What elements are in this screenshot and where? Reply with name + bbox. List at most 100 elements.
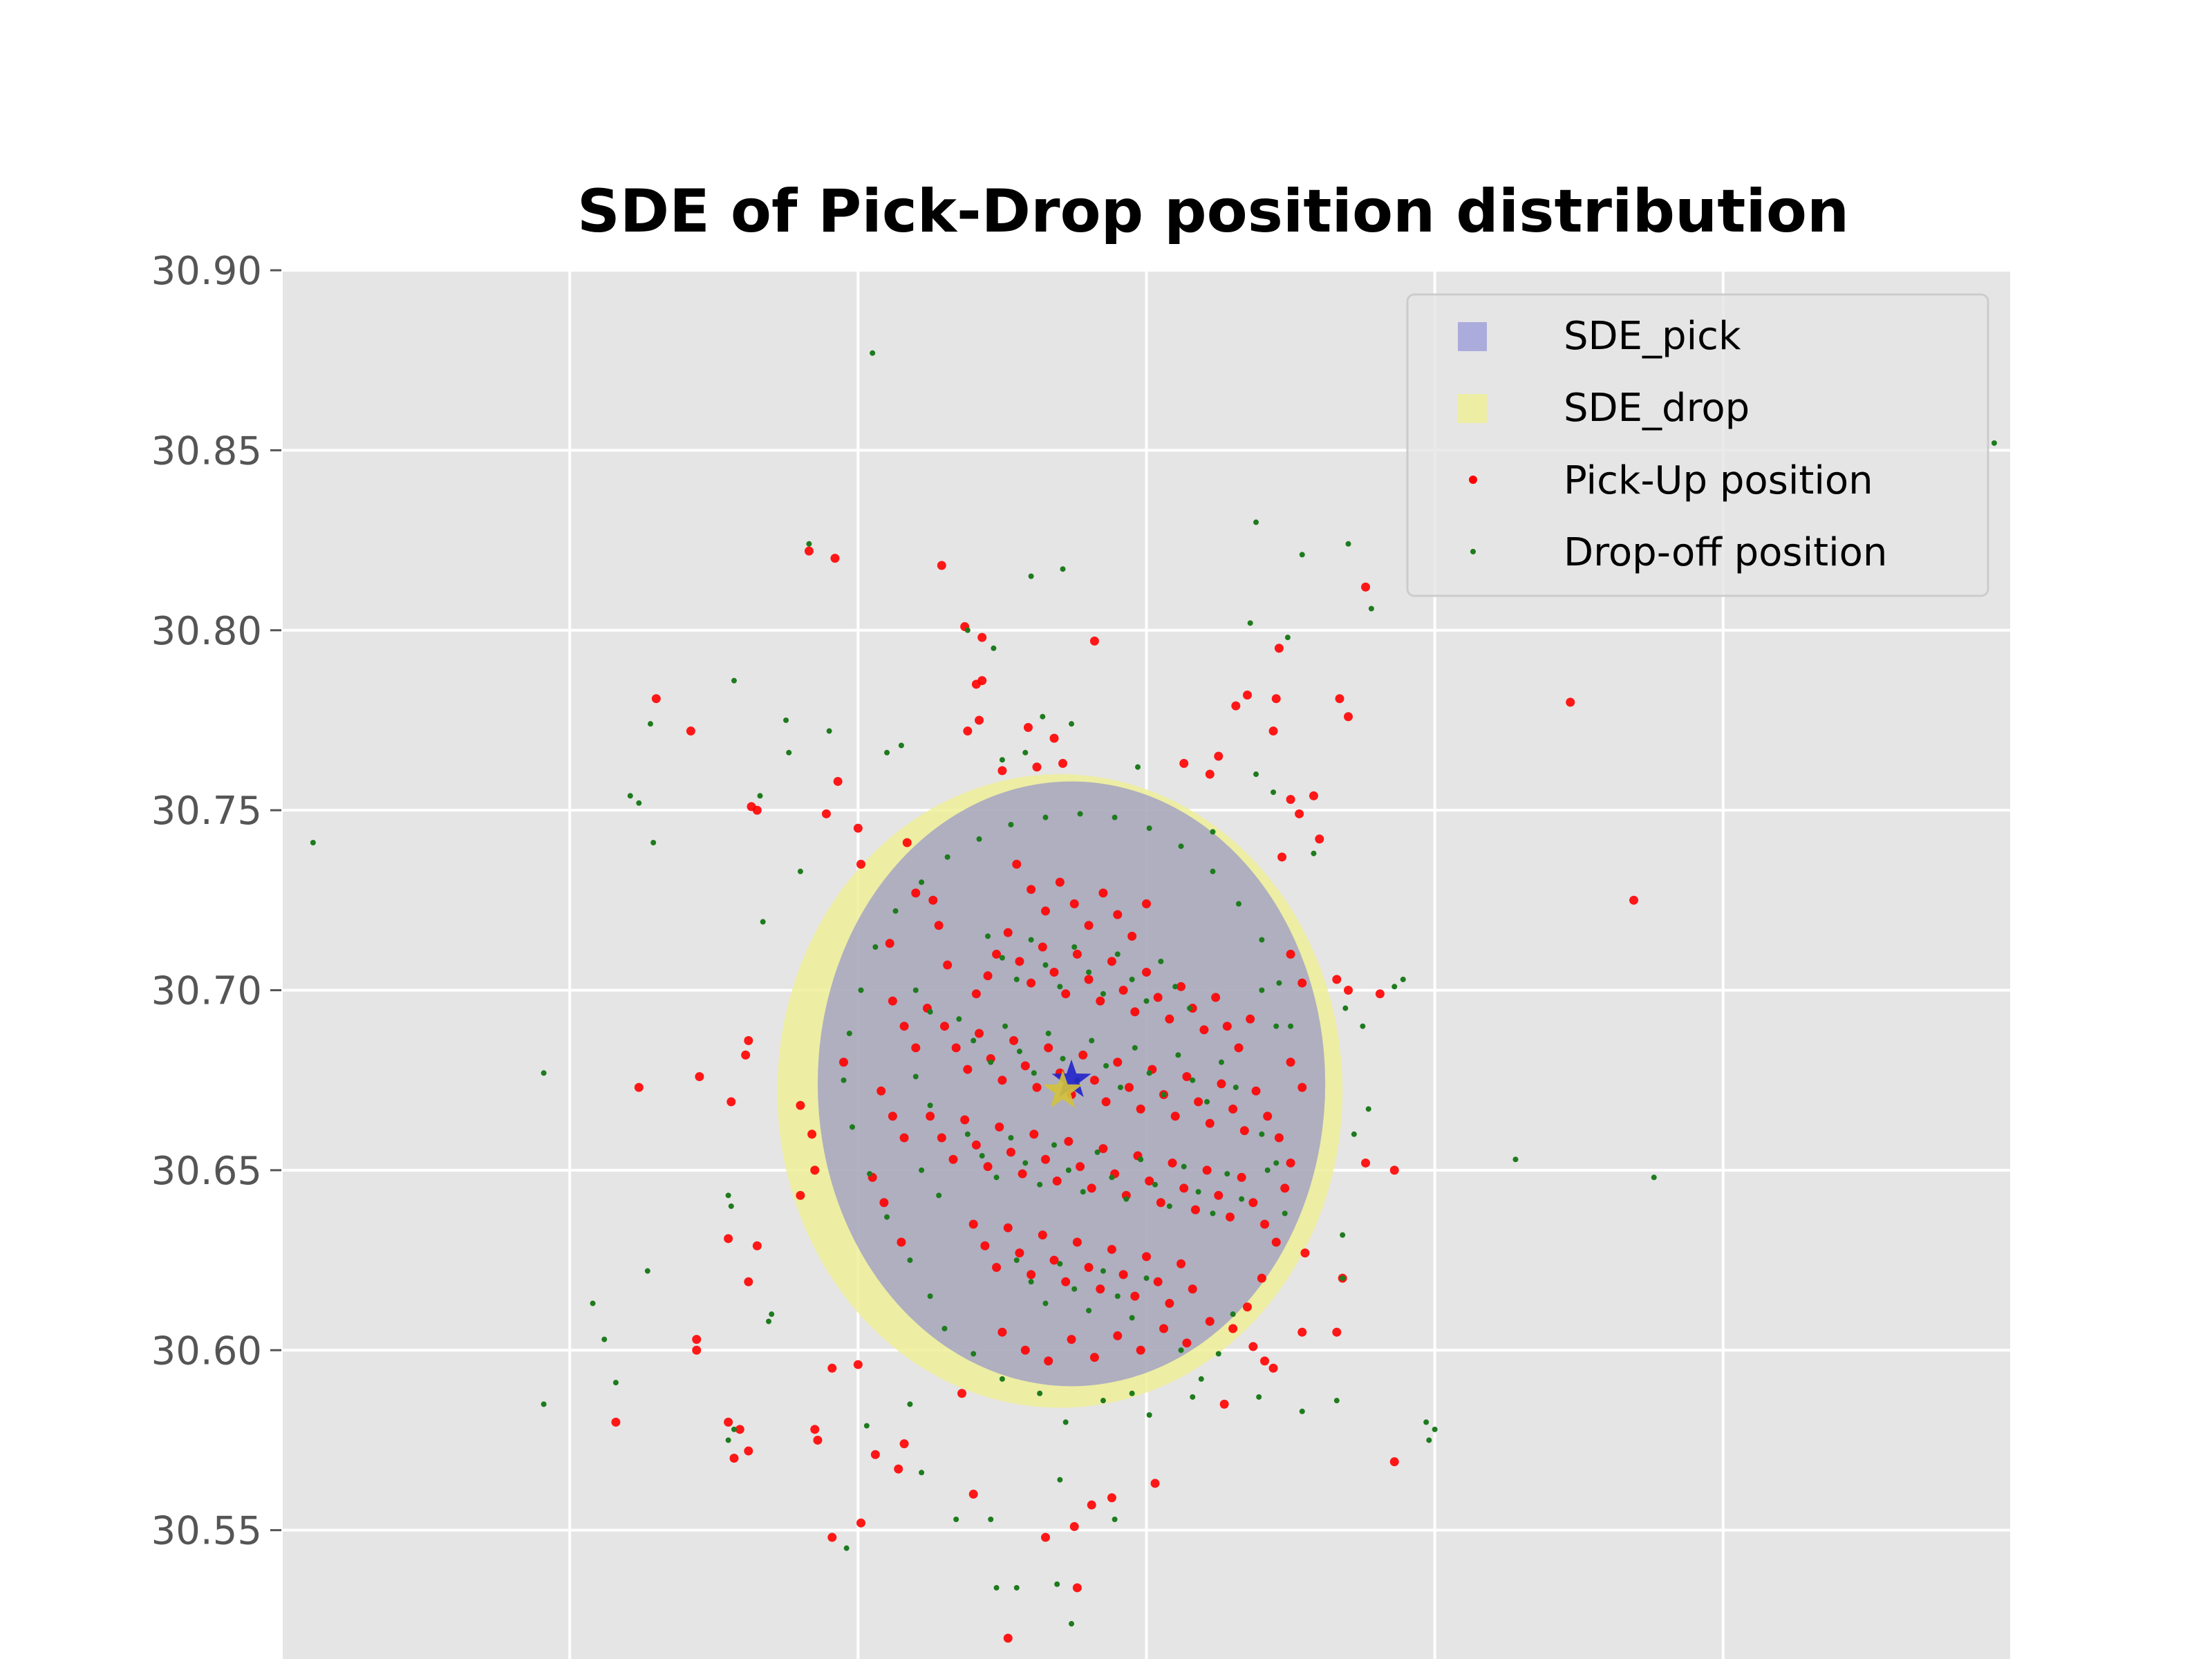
dropoff-point (1423, 1419, 1430, 1425)
dropoff-point (927, 1293, 933, 1300)
pickup-point (1069, 899, 1079, 909)
pickup-point (1159, 1324, 1169, 1333)
pickup-point (899, 1133, 909, 1143)
pickup-point (1044, 1043, 1053, 1053)
pickup-point (1064, 1136, 1074, 1146)
dropoff-point (863, 1423, 870, 1429)
dropoff-point (541, 1401, 547, 1407)
dropoff-point (1008, 821, 1014, 827)
dropoff-point (1158, 958, 1164, 964)
dropoff-point (766, 1318, 772, 1324)
dropoff-point (988, 1059, 994, 1065)
y-tick-label: 30.80 (151, 609, 262, 654)
dropoff-point (1333, 1398, 1340, 1404)
pickup-point (796, 1190, 805, 1200)
dropoff-point (1028, 1279, 1034, 1285)
dropoff-point (907, 1401, 913, 1407)
dropoff-point (1264, 1167, 1271, 1173)
legend: SDE_pick SDE_drop Pick-Up position Drop-… (1406, 293, 1989, 597)
pickup-point (1089, 636, 1099, 646)
pickup-point (980, 1241, 990, 1250)
pickup-point (1268, 727, 1278, 736)
dropoff-point (1054, 1581, 1060, 1587)
dropoff-point (1114, 1293, 1121, 1300)
pickup-point (1012, 859, 1022, 869)
dropoff-point (927, 1009, 933, 1015)
pickup-point (992, 949, 1002, 959)
dropoff-point (1129, 1315, 1135, 1321)
dropoff-point (1112, 1517, 1118, 1523)
pickup-point (1006, 1147, 1015, 1157)
dropoff-point (650, 839, 657, 845)
dropoff-point (1100, 1268, 1106, 1274)
pickup-point (1214, 751, 1224, 761)
dropoff-point (1060, 566, 1066, 572)
pickup-point (1113, 910, 1123, 919)
pickup-point (1566, 697, 1575, 707)
pickup-point (937, 561, 946, 570)
dropoff-point (956, 1016, 962, 1022)
dropoff-point (912, 987, 919, 993)
dropoff-point (1002, 1023, 1009, 1029)
pickup-point (1260, 1219, 1270, 1229)
pickup-point (1003, 928, 1013, 937)
dropoff-point (1181, 1163, 1187, 1170)
pickup-point (1257, 1273, 1266, 1283)
pickup-point (1040, 906, 1050, 916)
pickup-point (1142, 899, 1151, 909)
legend-label-dropoff: Drop-off position (1564, 530, 1887, 575)
dropoff-point (1345, 541, 1351, 547)
pickup-point (1142, 967, 1151, 977)
dropoff-point (1042, 962, 1049, 968)
pickup-point (894, 1464, 903, 1474)
pickup-point (1165, 1299, 1174, 1309)
dropoff-point (725, 1437, 731, 1443)
pickup-point (948, 1154, 958, 1164)
dropoff-point (627, 793, 633, 799)
legend-marker-pickup (1469, 476, 1477, 484)
pickup-point (1029, 1130, 1039, 1139)
pickup-point (1038, 942, 1047, 952)
pickup-point (1297, 978, 1307, 988)
pickup-point (744, 1277, 753, 1286)
dropoff-point (1057, 1261, 1063, 1267)
dropoff-point (999, 1376, 1005, 1382)
pickup-point (1182, 1071, 1192, 1081)
dropoff-point (1271, 789, 1277, 796)
dropoff-point (1247, 620, 1253, 626)
dropoff-point (1512, 1156, 1519, 1163)
pickup-point (1217, 1079, 1226, 1089)
pickup-point (897, 1237, 906, 1247)
dropoff-point (1282, 1210, 1288, 1217)
pickup-point (1179, 758, 1189, 768)
dropoff-point (590, 1300, 596, 1306)
pickup-point (1225, 1212, 1235, 1222)
pickup-point (1286, 949, 1295, 959)
dropoff-point (1143, 998, 1150, 1004)
dropoff-point (1253, 771, 1259, 778)
pickup-point (1361, 582, 1371, 592)
pickup-point (937, 1133, 946, 1143)
pickup-point (1188, 1284, 1197, 1294)
dropoff-point (1086, 1307, 1092, 1313)
pickup-point (1389, 1457, 1399, 1467)
dropoff-point (1037, 1390, 1043, 1396)
pickup-point (1145, 1176, 1154, 1185)
dropoff-point (912, 1074, 919, 1080)
dropoff-point (1065, 1167, 1071, 1173)
pickup-point (1234, 1043, 1244, 1053)
pickup-point (1032, 1082, 1042, 1092)
dropoff-point (841, 1077, 847, 1083)
dropoff-point (1051, 1142, 1058, 1148)
pickup-point (686, 727, 695, 736)
dropoff-point (1311, 850, 1317, 856)
pickup-point (983, 971, 993, 981)
dropoff-point (1134, 764, 1141, 770)
dropoff-point (1013, 1257, 1020, 1264)
pickup-point (1078, 1050, 1088, 1060)
dropoff-point (1239, 1196, 1245, 1202)
dropoff-point (826, 728, 832, 734)
dropoff-point (993, 1584, 1000, 1591)
dropoff-point (870, 350, 876, 356)
dropoff-point (1259, 987, 1265, 993)
